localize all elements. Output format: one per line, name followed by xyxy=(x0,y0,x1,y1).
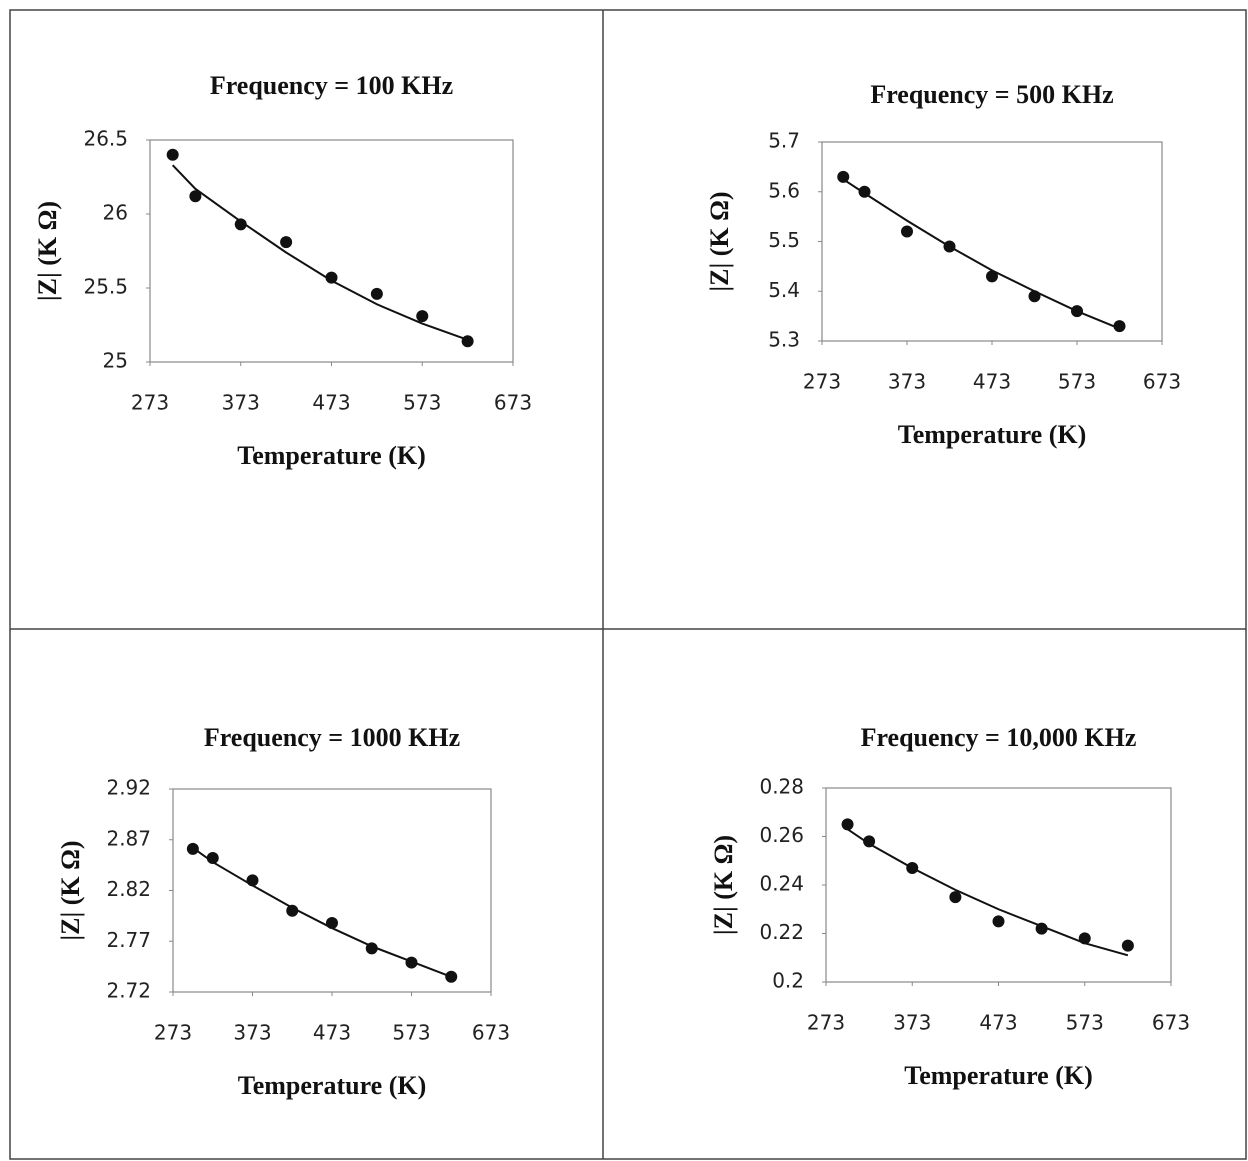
y-tick-label: 25.5 xyxy=(83,275,128,299)
x-axis-label: Temperature (K) xyxy=(238,1071,426,1100)
x-tick-label: 273 xyxy=(803,370,841,394)
x-tick-label: 673 xyxy=(1152,1011,1190,1035)
data-point xyxy=(1028,290,1041,303)
trend-line xyxy=(192,847,452,978)
y-tick-label: 2.77 xyxy=(106,928,151,952)
chart-title: Frequency = 100 KHz xyxy=(210,71,453,100)
data-point xyxy=(246,874,259,887)
x-tick-label: 673 xyxy=(472,1021,510,1045)
y-tick-label: 0.26 xyxy=(759,823,804,847)
trend-line xyxy=(171,164,468,341)
data-point xyxy=(365,942,378,955)
y-tick-label: 2.87 xyxy=(106,826,151,850)
data-point xyxy=(405,956,418,969)
x-tick-label: 273 xyxy=(131,391,169,415)
x-tick-label: 673 xyxy=(1143,370,1181,394)
y-axis-label: |Z| (K Ω) xyxy=(705,191,734,291)
y-tick-label: 5.5 xyxy=(768,228,800,252)
y-tick-label: 2.92 xyxy=(106,776,151,800)
x-axis-label: Temperature (K) xyxy=(237,441,425,470)
data-point xyxy=(986,270,998,283)
x-tick-label: 373 xyxy=(222,391,260,415)
chart-title: Frequency = 1000 KHz xyxy=(204,723,460,752)
data-point xyxy=(280,236,293,249)
data-point xyxy=(326,916,338,929)
data-point xyxy=(837,170,850,183)
y-tick-label: 25 xyxy=(103,349,128,373)
data-point xyxy=(186,842,199,855)
x-tick-label: 573 xyxy=(403,391,441,415)
x-tick-label: 473 xyxy=(313,1021,351,1045)
y-tick-label: 0.22 xyxy=(759,920,804,944)
x-tick-label: 373 xyxy=(893,1011,931,1035)
data-point xyxy=(234,218,247,231)
data-point xyxy=(1078,932,1091,945)
y-axis-label: |Z| (K Ω) xyxy=(33,201,62,301)
data-point xyxy=(206,852,219,865)
x-tick-label: 473 xyxy=(979,1011,1017,1035)
y-tick-label: 26.5 xyxy=(83,127,128,151)
data-point xyxy=(858,185,871,198)
plot-area xyxy=(821,141,1163,342)
y-tick-label: 26 xyxy=(103,201,128,225)
data-point xyxy=(992,915,1005,928)
x-axis-label: Temperature (K) xyxy=(898,420,1086,449)
x-axis-label: Temperature (K) xyxy=(904,1061,1092,1090)
x-tick-label: 473 xyxy=(973,370,1011,394)
data-point xyxy=(445,970,458,983)
chart-title: Frequency = 10,000 KHz xyxy=(861,723,1137,752)
data-point xyxy=(949,891,962,904)
data-point xyxy=(286,904,299,917)
chart-title: Frequency = 500 KHz xyxy=(870,80,1113,109)
x-tick-label: 373 xyxy=(233,1021,271,1045)
data-point xyxy=(943,240,956,253)
data-point xyxy=(1113,320,1126,333)
data-point xyxy=(1121,939,1134,952)
y-tick-label: 5.6 xyxy=(768,178,800,202)
x-tick-label: 573 xyxy=(1066,1011,1104,1035)
frame xyxy=(9,9,1247,1160)
y-tick-label: 0.24 xyxy=(759,872,804,896)
y-tick-label: 5.3 xyxy=(768,328,800,352)
x-tick-label: 573 xyxy=(1058,370,1096,394)
data-point xyxy=(1071,305,1083,318)
data-point xyxy=(863,835,876,848)
y-axis-label: |Z| (K Ω) xyxy=(709,835,738,935)
y-tick-label: 2.82 xyxy=(106,877,151,901)
data-point xyxy=(325,271,338,284)
data-point xyxy=(189,190,202,203)
y-tick-label: 5.4 xyxy=(768,278,800,302)
data-point xyxy=(461,335,474,348)
y-tick-label: 5.7 xyxy=(768,129,800,153)
y-tick-label: 2.72 xyxy=(106,979,151,1003)
data-point xyxy=(166,148,179,161)
x-tick-label: 273 xyxy=(154,1021,192,1045)
x-tick-label: 473 xyxy=(312,391,350,415)
x-tick-label: 673 xyxy=(494,391,532,415)
trend-line xyxy=(842,178,1120,330)
y-tick-label: 0.2 xyxy=(772,969,804,993)
data-point xyxy=(416,310,429,323)
y-tick-label: 0.28 xyxy=(759,775,804,799)
trend-line xyxy=(847,828,1129,957)
plot-area xyxy=(172,788,492,993)
plot-area xyxy=(149,139,514,363)
data-point xyxy=(370,287,383,300)
data-point xyxy=(841,818,854,831)
x-tick-label: 373 xyxy=(888,370,926,394)
x-tick-label: 573 xyxy=(392,1021,430,1045)
x-tick-label: 273 xyxy=(807,1011,845,1035)
y-axis-label: |Z| (K Ω) xyxy=(56,840,85,940)
data-point xyxy=(906,862,919,875)
data-point xyxy=(1035,922,1048,935)
data-point xyxy=(901,225,913,238)
